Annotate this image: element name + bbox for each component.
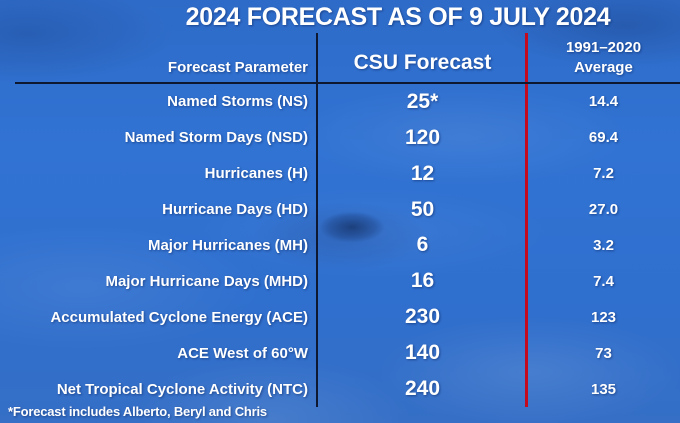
- row-average-value: 14.4: [588, 93, 619, 111]
- row-parameter: Named Storm Days (NSD): [124, 129, 308, 147]
- column-header-parameter: Forecast Parameter: [167, 59, 308, 76]
- table-row: Named Storms (NS) 25* 14.4: [0, 84, 680, 120]
- row-forecast-value: 12: [410, 161, 435, 185]
- row-forecast-value: 50: [410, 197, 435, 221]
- row-parameter: Major Hurricane Days (MHD): [105, 272, 308, 290]
- column-header-csu-forecast: CSU Forecast: [353, 51, 492, 74]
- row-parameter: Net Tropical Cyclone Activity (NTC): [56, 380, 308, 398]
- column-header-average: 1991–2020 Average: [527, 38, 680, 78]
- table-row: Major Hurricanes (MH) 6 3.2: [0, 228, 680, 264]
- row-average-value: 69.4: [588, 129, 619, 147]
- column-divider-red: [525, 33, 528, 407]
- column-header-average-line2: Average: [574, 59, 633, 76]
- row-average-value: 3.2: [593, 236, 614, 254]
- row-forecast-value: 16: [410, 269, 435, 293]
- row-parameter: ACE West of 60°W: [177, 344, 308, 362]
- row-average-value: 123: [590, 308, 617, 326]
- row-forecast-value: 230: [404, 305, 441, 329]
- row-parameter: Named Storms (NS): [167, 93, 308, 111]
- table-row: Major Hurricane Days (MHD) 16 7.4: [0, 263, 680, 299]
- row-forecast-value: 240: [404, 377, 441, 401]
- row-forecast-value: 6: [416, 233, 429, 257]
- column-header-average-line1: 1991–2020: [565, 39, 642, 56]
- table-row: Net Tropical Cyclone Activity (NTC) 240 …: [0, 371, 680, 407]
- row-forecast-value: 25*: [406, 89, 439, 113]
- table-row: ACE West of 60°W 140 73: [0, 335, 680, 371]
- table-row: Accumulated Cyclone Energy (ACE) 230 123: [0, 299, 680, 335]
- row-average-value: 27.0: [588, 201, 619, 219]
- footnote: *Forecast includes Alberto, Beryl and Ch…: [8, 404, 267, 419]
- row-parameter: Hurricanes (H): [204, 165, 308, 183]
- table-body: Named Storms (NS) 25* 14.4 Named Storm D…: [0, 84, 680, 407]
- row-forecast-value: 120: [404, 125, 441, 149]
- row-average-value: 7.2: [593, 165, 614, 183]
- page-title: 2024 FORECAST AS OF 9 JULY 2024: [185, 3, 611, 31]
- row-forecast-value: 140: [404, 341, 441, 365]
- table-row: Hurricane Days (HD) 50 27.0: [0, 192, 680, 228]
- row-average-value: 7.4: [593, 272, 614, 290]
- row-average-value: 73: [595, 344, 612, 362]
- row-parameter: Hurricane Days (HD): [162, 201, 308, 219]
- table-row: Hurricanes (H) 12 7.2: [0, 156, 680, 192]
- row-parameter: Accumulated Cyclone Energy (ACE): [50, 308, 308, 326]
- column-divider-dark: [316, 33, 318, 407]
- header-divider-line: [15, 82, 680, 84]
- row-parameter: Major Hurricanes (MH): [147, 236, 308, 254]
- table-row: Named Storm Days (NSD) 120 69.4: [0, 120, 680, 156]
- row-average-value: 135: [590, 380, 617, 398]
